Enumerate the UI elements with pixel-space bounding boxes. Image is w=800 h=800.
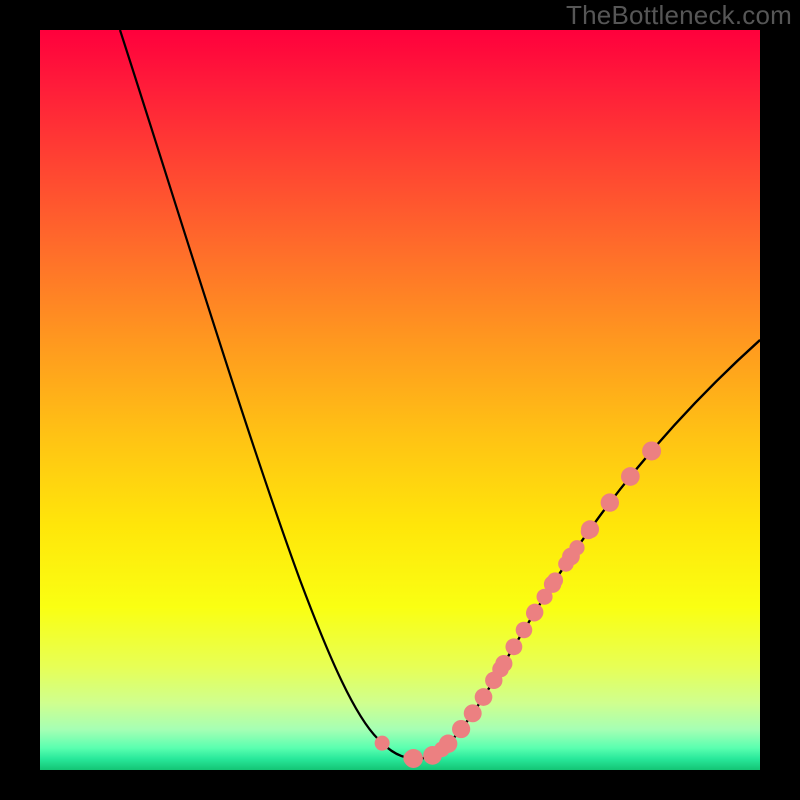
curve-marker — [601, 493, 619, 511]
curve-marker — [375, 736, 390, 751]
curve-marker — [505, 638, 522, 655]
curve-marker — [485, 672, 502, 689]
curve-marker — [621, 467, 640, 486]
curve-marker — [516, 622, 533, 639]
curve-marker — [526, 605, 542, 621]
curve-marker — [558, 556, 574, 572]
curve-marker — [495, 655, 512, 672]
curve-marker — [581, 524, 596, 539]
curve-marker — [642, 441, 661, 460]
curve-marker — [439, 734, 457, 752]
curve-marker — [537, 589, 553, 605]
curve-marker — [423, 746, 442, 765]
chart-stage: TheBottleneck.com — [0, 0, 800, 800]
curve-marker — [404, 749, 423, 768]
curve-marker — [547, 572, 563, 588]
curve-marker — [475, 688, 493, 706]
curve-marker — [464, 704, 482, 722]
curve-marker — [569, 540, 584, 555]
gradient-background — [40, 30, 760, 770]
watermark-text: TheBottleneck.com — [566, 0, 792, 31]
curve-marker — [452, 720, 470, 738]
bottleneck-curve-chart — [0, 0, 800, 800]
